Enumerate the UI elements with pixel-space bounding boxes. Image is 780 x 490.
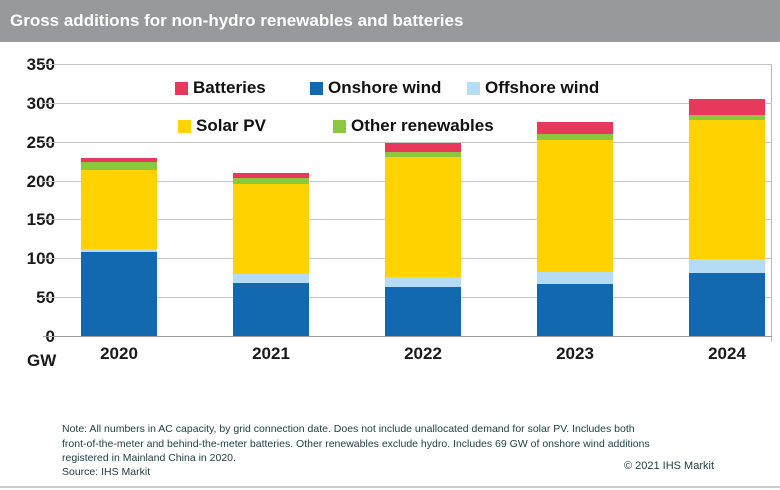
legend-item-onshore-wind: Onshore wind [310, 78, 442, 97]
y-tick-label-100: 100 [26, 249, 55, 269]
legend-item-other-renewables: Other renewables [333, 116, 494, 135]
bar-segment-2020-offshore-wind [81, 248, 157, 253]
legend-item-batteries: Batteries [175, 78, 266, 97]
y-tick-label-150: 150 [26, 210, 55, 230]
bar-segment-2024-onshore-wind [689, 273, 765, 336]
x-axis: 2020 2021 2022 2023 2024 [62, 344, 772, 366]
gridline-0 [43, 336, 772, 337]
y-axis-unit-label: GW [27, 351, 57, 370]
bar-segment-2024-solar-pv [689, 119, 765, 260]
bar-segment-2023-offshore-wind [537, 272, 613, 284]
y-tick-label-350: 350 [26, 55, 55, 74]
x-label-2021: 2021 [252, 344, 290, 363]
note-line: registered in Mainland China in 2020. [62, 452, 236, 464]
legend-swatch-solar-pv [178, 119, 191, 133]
bar-segment-2022-other-renewables [385, 151, 461, 158]
y-axis: 0 50 100 150 200 250 300 350 [0, 56, 55, 346]
bar-segment-2020-solar-pv [81, 169, 157, 249]
plot-area [43, 64, 772, 341]
x-label-2020: 2020 [100, 344, 138, 363]
bar-segment-2021-other-renewables [233, 177, 309, 184]
note-line: front-of-the-meter and behind-the-meter … [62, 437, 650, 450]
bar-segment-2023-other-renewables [537, 133, 613, 141]
bar-segment-2023-solar-pv [537, 140, 613, 273]
bar-2020 [81, 158, 157, 336]
legend-label: Onshore wind [328, 78, 442, 97]
copyright-label: © 2021 IHS Markit [623, 460, 714, 472]
x-label-2024: 2024 [708, 344, 746, 363]
bar-2021 [233, 172, 309, 336]
bar-segment-2020-other-renewables [81, 161, 157, 170]
legend-swatch-onshore-wind [310, 81, 323, 95]
bar-segment-2022-offshore-wind [385, 276, 461, 288]
legend-label: Batteries [193, 78, 266, 97]
chart-title: Gross additions for non-hydro renewables… [10, 11, 464, 30]
legend-item-offshore-wind: Offshore wind [467, 78, 600, 97]
bar-segment-2022-onshore-wind [385, 287, 461, 336]
legend-label: Other renewables [351, 116, 494, 135]
legend-item-solar-pv: Solar PV [178, 116, 266, 135]
bar-segment-2021-onshore-wind [233, 283, 309, 336]
legend-label: Offshore wind [485, 78, 600, 97]
bar-segment-2024-other-renewables [689, 114, 765, 120]
bar-2024 [689, 99, 765, 336]
gridline-250 [43, 141, 772, 143]
y-tick-label-50: 50 [36, 288, 55, 308]
bar-segment-2020-batteries [81, 158, 157, 162]
y-tick-label-300: 300 [26, 93, 55, 113]
bar-segment-2021-solar-pv [233, 183, 309, 274]
bar-segment-2024-offshore-wind [689, 259, 765, 274]
legend-label: Solar PV [196, 116, 266, 135]
bar-segment-2022-batteries [385, 142, 461, 152]
legend-swatch-batteries [175, 81, 188, 95]
bar-2022 [385, 142, 461, 336]
bar-segment-2021-offshore-wind [233, 273, 309, 284]
gridline-350 [43, 64, 772, 65]
source-label: Source: IHS Markit [62, 466, 151, 478]
legend-swatch-other-renewables [333, 119, 346, 133]
bar-segment-2023-batteries [537, 122, 613, 134]
y-tick-label-0: 0 [46, 328, 55, 346]
plot-right-border [771, 65, 772, 341]
bar-segment-2024-batteries [689, 99, 765, 115]
bar-segment-2020-onshore-wind [81, 252, 157, 336]
bar-2023 [537, 122, 613, 336]
note-line: Note: All numbers in AC capacity, by gri… [62, 423, 635, 435]
bottom-divider [0, 486, 780, 488]
x-label-2023: 2023 [556, 344, 594, 363]
bar-segment-2021-batteries [233, 172, 309, 178]
bar-segment-2022-solar-pv [385, 157, 461, 277]
y-tick-label-250: 250 [26, 132, 55, 152]
gridline-300 [43, 102, 772, 104]
chart-note: Note: All numbers in AC capacity, by gri… [62, 422, 650, 466]
legend-swatch-offshore-wind [467, 81, 480, 95]
y-tick-label-200: 200 [26, 171, 55, 191]
bar-segment-2023-onshore-wind [537, 283, 613, 336]
x-label-2022: 2022 [404, 344, 442, 363]
title-bar: Gross additions for non-hydro renewables… [0, 0, 780, 42]
